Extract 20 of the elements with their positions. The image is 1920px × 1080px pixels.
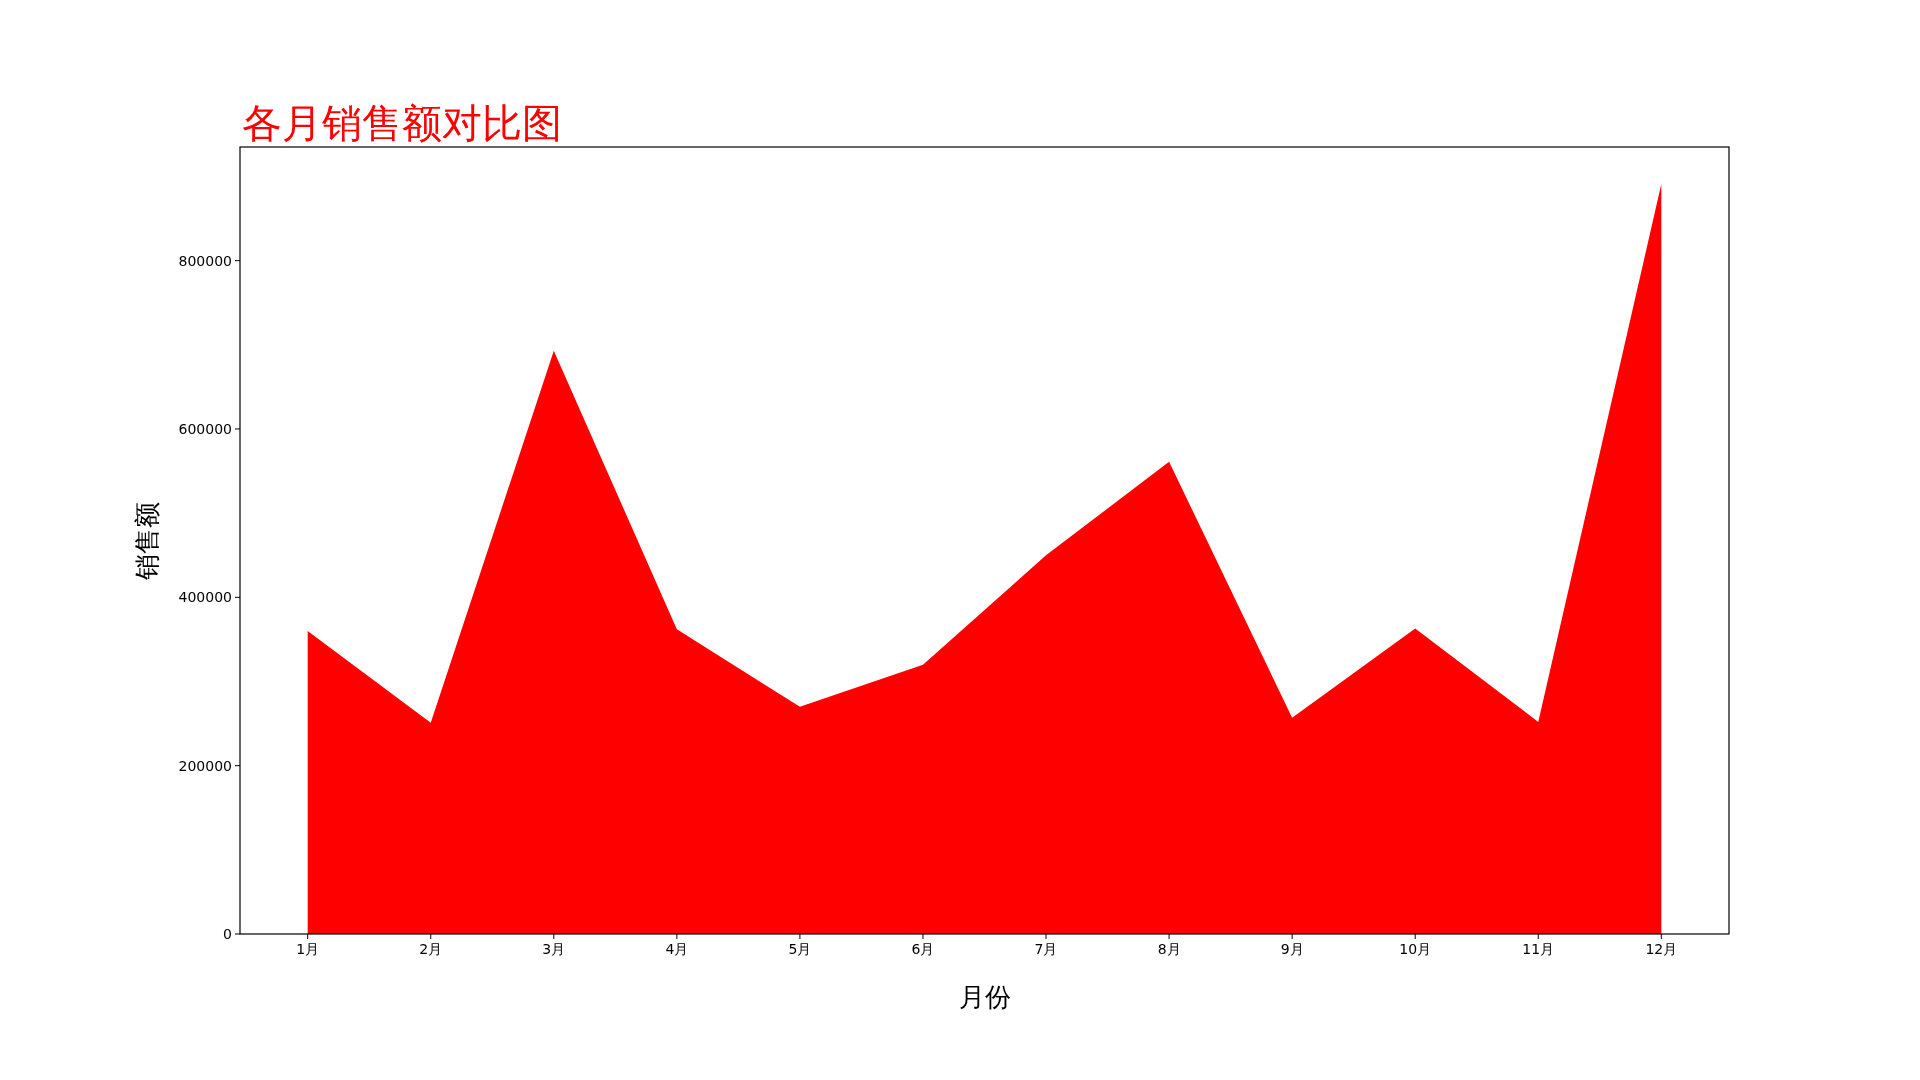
y-tick-label: 0 [223,926,232,942]
x-tick-label: 8月 [1157,941,1181,957]
title: 各月销售额对比图 [242,100,562,146]
x-tick-label: 10月 [1399,941,1432,957]
x-tick-label: 3月 [542,941,566,957]
x-tick-label: 5月 [788,941,812,957]
x-tick-label: 4月 [665,941,689,957]
y-tick-label: 400000 [178,589,232,606]
x-tick-label: 7月 [1034,941,1058,957]
x-tick-label: 6月 [911,941,935,957]
y-tick-label: 800000 [178,252,232,269]
ylabel: 销售额 [132,501,162,580]
x-tick-label: 9月 [1280,941,1304,957]
x-tick-label: 11月 [1522,941,1555,957]
x-tick-label: 2月 [419,941,443,957]
xlabel: 月份 [958,982,1011,1012]
y-tick-label: 600000 [178,420,232,437]
y-tick-label: 200000 [178,757,232,774]
x-tick-label: 12月 [1645,941,1678,957]
x-tick-label: 1月 [296,941,320,957]
